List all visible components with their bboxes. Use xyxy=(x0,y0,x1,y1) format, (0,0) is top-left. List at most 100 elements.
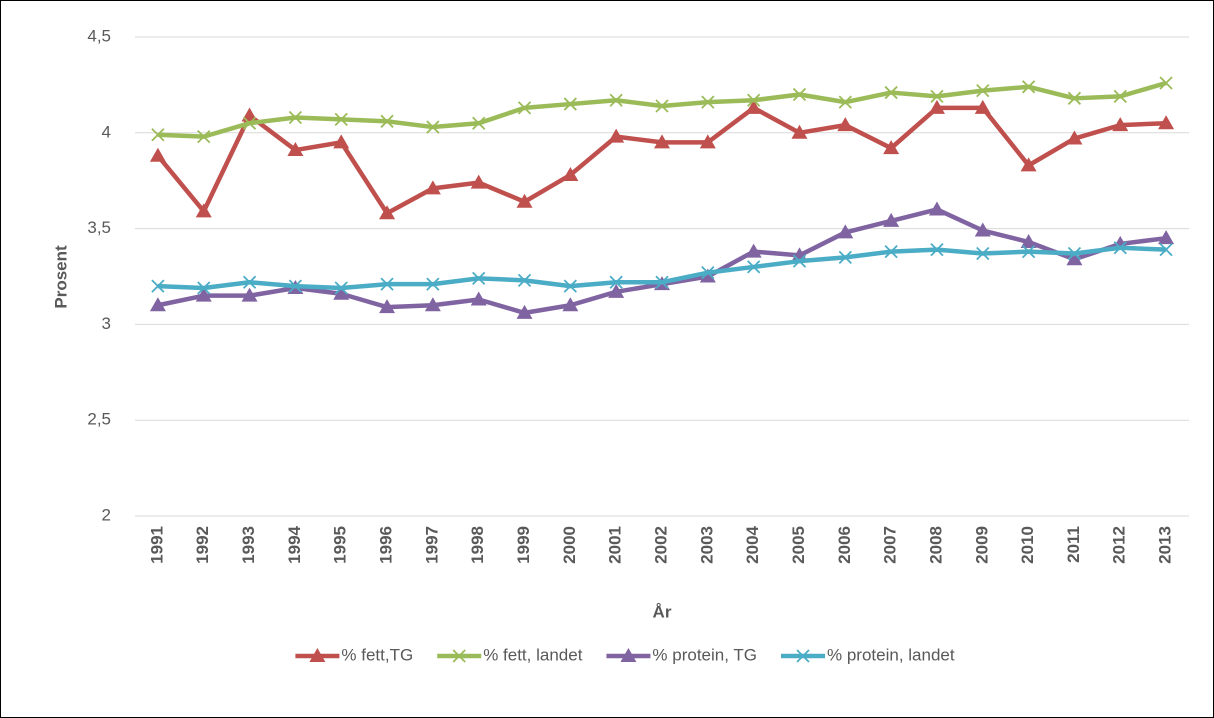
marker xyxy=(380,114,394,128)
x-tick-label: 1994 xyxy=(285,525,304,563)
marker xyxy=(791,124,808,139)
x-tick-label: 2003 xyxy=(697,526,716,564)
legend-label: % fett,TG xyxy=(341,645,413,664)
legend: % fett,TG % fett, landet % protein, TG % pr… xyxy=(295,645,955,664)
y-tick-label: 3 xyxy=(102,314,111,333)
marker xyxy=(562,297,579,312)
marker xyxy=(838,250,852,264)
x-tick-label: 1997 xyxy=(422,526,441,564)
x-tick-label: 2005 xyxy=(789,526,808,564)
marker xyxy=(654,134,670,149)
marker xyxy=(241,287,258,302)
marker xyxy=(1158,115,1175,130)
x-tick-label: 2001 xyxy=(606,526,625,564)
marker xyxy=(426,277,440,291)
marker xyxy=(1020,157,1037,172)
marker xyxy=(288,110,303,125)
legend-marker xyxy=(796,649,810,663)
marker xyxy=(288,279,303,293)
marker xyxy=(883,212,900,227)
marker xyxy=(609,93,623,107)
x-tick-label: 2004 xyxy=(743,525,762,563)
marker xyxy=(1158,230,1175,245)
marker xyxy=(699,268,716,283)
marker xyxy=(976,246,990,261)
marker xyxy=(472,116,486,130)
marker xyxy=(1159,76,1173,90)
marker xyxy=(334,112,348,127)
x-tick-label: 2012 xyxy=(1110,526,1129,564)
marker xyxy=(334,281,348,295)
marker xyxy=(747,260,761,274)
marker xyxy=(608,283,625,298)
marker xyxy=(609,275,623,289)
marker xyxy=(333,285,350,300)
marker xyxy=(470,174,487,189)
y-tick-label: 4 xyxy=(102,122,111,141)
marker xyxy=(837,224,854,239)
x-tick-label: 2007 xyxy=(881,526,900,564)
x-tick-label: 1995 xyxy=(331,526,350,564)
marker xyxy=(930,89,944,104)
legend-label: % fett, landet xyxy=(483,645,583,664)
x-tick-label: 2010 xyxy=(1018,526,1037,564)
marker xyxy=(242,275,257,289)
marker xyxy=(699,134,716,149)
marker xyxy=(1066,130,1083,145)
marker xyxy=(333,134,350,149)
marker xyxy=(1113,89,1127,104)
x-tick-label: 2002 xyxy=(651,526,670,564)
x-tick-label: 1992 xyxy=(193,526,212,564)
marker xyxy=(472,271,486,286)
marker xyxy=(195,203,212,218)
x-tick-label: 2008 xyxy=(926,526,945,564)
y-tick-label: 2,5 xyxy=(87,410,111,429)
marker xyxy=(379,205,396,220)
x-tick-label: 1998 xyxy=(468,526,487,564)
marker xyxy=(1067,91,1082,105)
marker xyxy=(1066,251,1083,266)
marker xyxy=(747,93,761,107)
marker xyxy=(197,129,211,144)
marker xyxy=(884,85,898,100)
marker xyxy=(426,120,440,134)
marker xyxy=(149,297,166,312)
marker xyxy=(1021,80,1036,94)
marker xyxy=(1067,246,1082,261)
legend-label: % protein, landet xyxy=(827,645,955,664)
marker xyxy=(149,147,166,162)
marker xyxy=(928,201,945,216)
legend-marker xyxy=(309,648,326,662)
marker xyxy=(1113,241,1127,255)
marker xyxy=(195,287,212,302)
marker xyxy=(838,95,852,109)
x-tick-label: 2011 xyxy=(1064,526,1083,563)
marker xyxy=(792,254,807,268)
y-tick-label: 3,5 xyxy=(87,218,111,237)
marker xyxy=(379,299,396,314)
x-tick-label: 2000 xyxy=(560,526,579,564)
marker xyxy=(928,99,945,114)
x-tick-label: 2006 xyxy=(835,526,854,564)
marker xyxy=(197,281,211,295)
marker xyxy=(242,116,257,130)
x-axis-label: År xyxy=(653,602,672,621)
marker xyxy=(562,166,579,181)
y-tick-label: 4,5 xyxy=(87,26,111,45)
marker xyxy=(517,273,532,287)
marker xyxy=(883,140,900,155)
marker xyxy=(884,244,898,259)
marker xyxy=(976,84,990,98)
marker xyxy=(792,87,807,102)
y-axis-label: Prosent xyxy=(51,245,70,309)
marker xyxy=(837,117,854,132)
x-tick-label: 1996 xyxy=(377,526,396,564)
legend-marker xyxy=(452,649,466,663)
x-tick-label: 2009 xyxy=(972,526,991,564)
marker xyxy=(563,97,577,111)
x-tick-label: 2013 xyxy=(1156,526,1175,564)
marker xyxy=(745,243,762,258)
marker xyxy=(655,275,669,289)
